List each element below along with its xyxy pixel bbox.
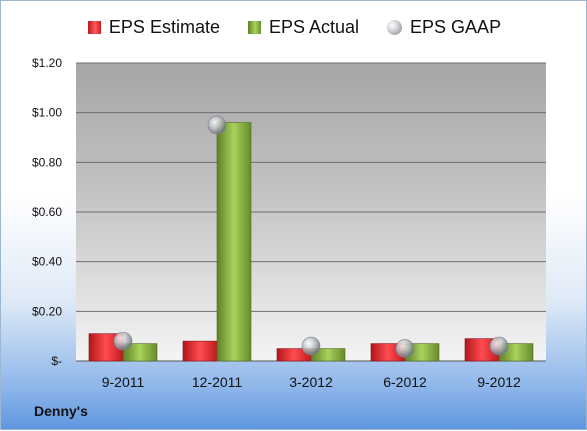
gaap-markers (113, 115, 509, 358)
legend: EPS Estimate EPS Actual EPS GAAP (1, 17, 587, 38)
bar-eps-actual (122, 343, 158, 362)
company-name: Denny's (34, 403, 88, 419)
legend-swatch-gaap (387, 20, 403, 35)
legend-item-estimate: EPS Estimate (87, 17, 220, 38)
y-axis-ticks: $- $0.20 $0.40 $0.60 $0.80 $1.00 $1.20 (32, 56, 62, 368)
legend-label-estimate: EPS Estimate (108, 17, 220, 37)
legend-swatch-actual (247, 21, 261, 34)
bar-eps-actual (216, 122, 252, 362)
bar-eps-estimate (182, 340, 218, 362)
y-tick-label: $0.40 (32, 255, 62, 269)
y-tick-label: $0.20 (32, 304, 62, 318)
legend-item-gaap: EPS GAAP (387, 17, 501, 38)
legend-swatch-estimate (87, 21, 101, 34)
x-tick-label: 6-2012 (383, 374, 427, 390)
x-tick-label: 9-2011 (102, 374, 145, 390)
y-tick-label: $- (51, 354, 62, 368)
y-tick-label: $0.80 (32, 155, 62, 169)
x-tick-label: 3-2012 (289, 374, 333, 390)
legend-label-gaap: EPS GAAP (410, 17, 502, 37)
y-tick-label: $1.00 (32, 106, 62, 120)
y-tick-label: $1.20 (32, 56, 62, 70)
y-tick-label: $0.60 (32, 205, 62, 219)
x-tick-label: 9-2012 (477, 374, 521, 390)
x-axis-ticks: 9-2011 12-2011 3-2012 6-2012 9-2012 (102, 374, 521, 390)
marker-eps-gaap (301, 336, 321, 356)
marker-eps-gaap (113, 331, 133, 351)
x-tick-label: 12-2011 (192, 374, 243, 390)
legend-item-actual: EPS Actual (247, 17, 360, 38)
marker-eps-gaap (207, 115, 227, 135)
legend-label-actual: EPS Actual (268, 17, 360, 37)
marker-eps-gaap (395, 339, 415, 358)
marker-eps-gaap (489, 336, 509, 356)
